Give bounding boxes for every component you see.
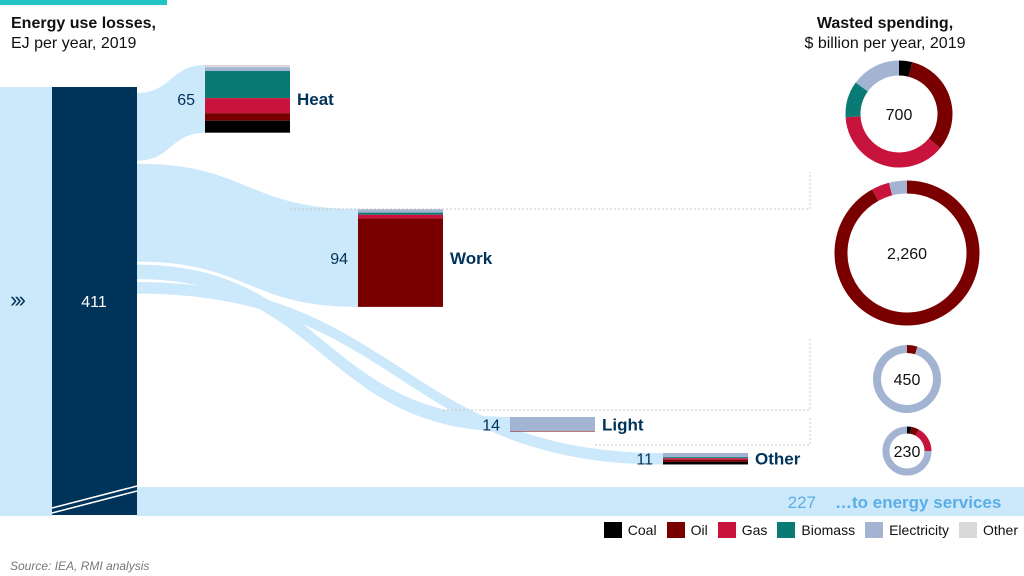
donut-2-segment-electricity bbox=[873, 345, 941, 413]
donut-3-segment-oil bbox=[910, 426, 919, 436]
total-bar bbox=[52, 87, 137, 515]
right-chart-title: Wasted spending, $ billion per year, 201… bbox=[790, 14, 980, 54]
bar-segment-heat-biomass bbox=[205, 71, 290, 99]
break-line-2 bbox=[51, 490, 138, 514]
legend-label-other: Other bbox=[982, 522, 1018, 538]
bar-segment-heat-electricity bbox=[205, 67, 290, 72]
category-label-light: Light bbox=[602, 415, 644, 434]
category-value-light: 14 bbox=[482, 417, 500, 434]
donut-0-segment-coal bbox=[898, 60, 913, 77]
legend-item-other: Other bbox=[958, 522, 1018, 538]
bar-segment-heat-oil bbox=[205, 113, 290, 121]
connector-line-2 bbox=[595, 418, 811, 446]
legend-label-coal: Coal bbox=[627, 522, 657, 538]
category-label-work: Work bbox=[450, 249, 493, 268]
donut-0-segment-oil bbox=[908, 62, 953, 149]
legend-label-electricity: Electricity bbox=[889, 522, 949, 538]
legend-label-gas: Gas bbox=[741, 522, 768, 538]
bar-segment-other-gas bbox=[663, 458, 748, 460]
legend: Coal Oil Gas Biomass Electricity Other bbox=[594, 522, 1018, 538]
bar-segment-work-other bbox=[358, 209, 443, 210]
legend-item-coal: Coal bbox=[603, 522, 657, 538]
donut-2-segment-oil bbox=[906, 345, 918, 355]
flow-band-services bbox=[137, 487, 1024, 516]
legend-swatch-other bbox=[958, 522, 977, 538]
break-line-1 bbox=[51, 485, 138, 509]
donut-3-segment-gas bbox=[915, 429, 932, 452]
bar-segment-work-electricity bbox=[358, 209, 443, 213]
donut-1-segment-gas bbox=[872, 182, 893, 201]
legend-swatch-coal bbox=[603, 522, 622, 538]
left-subtitle-text: EJ per year, 2019 bbox=[11, 35, 137, 52]
category-value-other: 11 bbox=[636, 452, 653, 469]
bar-segment-other-biomass bbox=[663, 457, 748, 459]
donut-value-2: 450 bbox=[894, 372, 921, 389]
donut-value-0: 700 bbox=[886, 107, 913, 124]
bar-segment-light-electricity bbox=[510, 417, 595, 432]
donut-1-segment-oil bbox=[834, 180, 980, 326]
bar-segment-other-oil bbox=[663, 459, 748, 462]
legend-swatch-oil bbox=[666, 522, 685, 538]
connector-line-0 bbox=[290, 172, 811, 210]
flow-band-0 bbox=[137, 65, 205, 161]
bar-segment-light-oil bbox=[510, 431, 595, 432]
legend-item-oil: Oil bbox=[666, 522, 708, 538]
category-label-other: Other bbox=[755, 450, 801, 469]
bar-segment-work-gas bbox=[358, 214, 443, 219]
legend-label-biomass: Biomass bbox=[801, 522, 856, 538]
flow-band-2 bbox=[137, 264, 510, 432]
services-value: 227 bbox=[788, 493, 816, 512]
legend-item-gas: Gas bbox=[717, 522, 768, 538]
bar-segment-work-oil bbox=[358, 218, 443, 307]
donut-value-3: 230 bbox=[894, 444, 921, 461]
donut-1-segment-electricity bbox=[888, 180, 908, 196]
category-label-heat: Heat bbox=[297, 90, 334, 109]
left-chart-title: Energy use losses, EJ per year, 2019 bbox=[11, 14, 156, 54]
donut-0-segment-gas bbox=[845, 116, 941, 168]
bar-segment-heat-other bbox=[205, 65, 290, 68]
accent-bar bbox=[0, 0, 167, 5]
flow-band-3 bbox=[137, 282, 663, 465]
legend-swatch-electricity bbox=[865, 522, 884, 538]
category-value-work: 94 bbox=[330, 251, 348, 268]
right-subtitle-text: $ billion per year, 2019 bbox=[804, 35, 966, 52]
legend-label-oil: Oil bbox=[690, 522, 708, 538]
legend-item-biomass: Biomass bbox=[777, 522, 855, 538]
legend-item-electricity: Electricity bbox=[865, 522, 949, 538]
flow-band-1 bbox=[137, 163, 358, 307]
donut-3-segment-electricity bbox=[882, 426, 932, 476]
legend-swatch-gas bbox=[717, 522, 736, 538]
services-label: …to energy services bbox=[835, 493, 1001, 512]
bar-segment-other-electricity bbox=[663, 453, 748, 458]
category-value-heat: 65 bbox=[177, 92, 195, 109]
donut-0-segment-electricity bbox=[855, 60, 900, 92]
connector-line-1 bbox=[443, 337, 811, 411]
right-title-text: Wasted spending, bbox=[816, 15, 954, 32]
total-value-label: 411 bbox=[81, 294, 107, 311]
inflow-band bbox=[0, 87, 52, 516]
left-title-text: Energy use losses, bbox=[11, 15, 156, 32]
bar-segment-heat-coal bbox=[205, 120, 290, 133]
donut-value-1: 2,260 bbox=[887, 246, 927, 263]
source-note: Source: IEA, RMI analysis bbox=[10, 559, 150, 573]
bar-segment-work-biomass bbox=[358, 212, 443, 215]
bar-segment-other-coal bbox=[663, 461, 748, 465]
legend-swatch-biomass bbox=[777, 522, 796, 538]
bar-segment-heat-gas bbox=[205, 98, 290, 114]
donut-0-segment-biomass bbox=[845, 82, 869, 118]
